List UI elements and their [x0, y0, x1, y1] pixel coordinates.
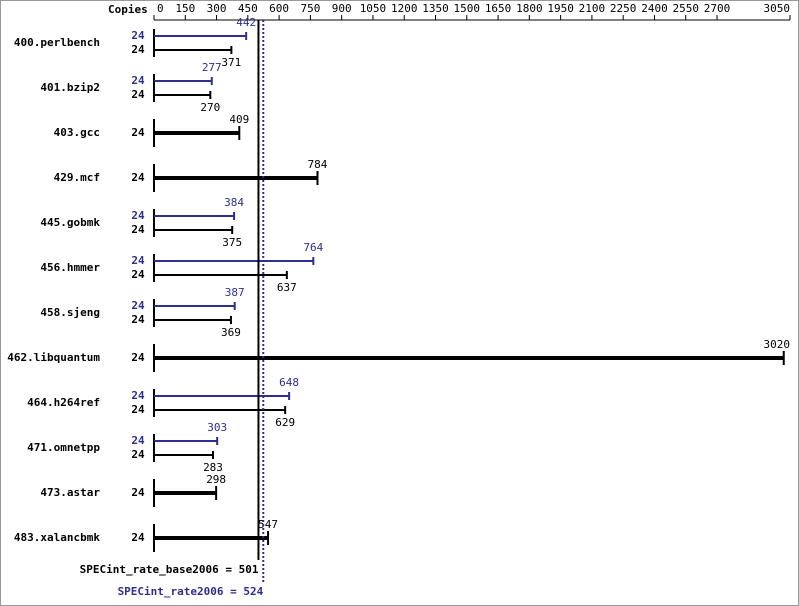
benchmark-name: 462.libquantum: [7, 351, 100, 364]
benchmark-name: 471.omnetpp: [27, 441, 100, 454]
benchmark-name: 458.sjeng: [40, 306, 100, 319]
value-label: 283: [203, 461, 223, 474]
value-label: 784: [308, 158, 328, 171]
value-label: 442: [236, 16, 256, 29]
copies: 24: [131, 254, 145, 267]
value-label: 629: [275, 416, 295, 429]
value-label: 369: [221, 326, 241, 339]
x-tick-label: 1950: [547, 2, 574, 15]
x-tick-label: 900: [332, 2, 352, 15]
x-tick-label: 1200: [391, 2, 418, 15]
x-tick-label: 1500: [454, 2, 481, 15]
value-label: 298: [206, 473, 226, 486]
value-label: 384: [224, 196, 244, 209]
copies: 24: [131, 126, 145, 139]
copies: 24: [131, 268, 145, 281]
copies: 24: [131, 299, 145, 312]
benchmark-name: 456.hmmer: [40, 261, 100, 274]
copies: 24: [131, 313, 145, 326]
benchmark-name: 473.astar: [40, 486, 100, 499]
copies: 24: [131, 531, 145, 544]
x-tick-label: 2400: [641, 2, 668, 15]
value-label: 375: [222, 236, 242, 249]
base-summary: SPECint_rate_base2006 = 501: [80, 563, 259, 576]
value-label: 270: [200, 101, 220, 114]
x-tick-label: 150: [175, 2, 195, 15]
x-tick-label: 1800: [516, 2, 543, 15]
copies: 24: [131, 171, 145, 184]
value-label: 648: [279, 376, 299, 389]
x-tick-label: 300: [207, 2, 227, 15]
copies: 24: [131, 486, 145, 499]
copies: 24: [131, 403, 145, 416]
value-label: 637: [277, 281, 297, 294]
copies: 24: [131, 448, 145, 461]
copies: 24: [131, 351, 145, 364]
copies: 24: [131, 29, 145, 42]
copies-header: Copies: [108, 3, 148, 16]
x-tick-label: 2700: [704, 2, 731, 15]
value-label: 764: [303, 241, 323, 254]
x-tick-label: 450: [238, 2, 258, 15]
benchmark-name: 401.bzip2: [40, 81, 100, 94]
value-label: 371: [221, 56, 241, 69]
benchmark-name: 400.perlbench: [14, 36, 100, 49]
value-label: 547: [258, 518, 278, 531]
copies: 24: [131, 389, 145, 402]
value-label: 277: [202, 61, 222, 74]
benchmark-name: 445.gobmk: [40, 216, 100, 229]
copies: 24: [131, 223, 145, 236]
copies: 24: [131, 43, 145, 56]
x-tick-label: 2550: [672, 2, 699, 15]
copies: 24: [131, 88, 145, 101]
value-label: 3020: [764, 338, 791, 351]
x-tick-label: 2100: [579, 2, 606, 15]
value-label: 303: [207, 421, 227, 434]
x-tick-label: 3050: [764, 2, 791, 15]
x-tick-label: 1350: [422, 2, 449, 15]
benchmark-name: 403.gcc: [54, 126, 100, 139]
benchmark-name: 429.mcf: [54, 171, 100, 184]
value-label: 409: [229, 113, 249, 126]
x-tick-label: 600: [269, 2, 289, 15]
value-label: 387: [225, 286, 245, 299]
peak-summary: SPECint_rate2006 = 524: [118, 585, 264, 598]
copies: 24: [131, 434, 145, 447]
x-tick-label: 2250: [610, 2, 637, 15]
x-tick-label: 0: [157, 2, 164, 15]
copies: 24: [131, 74, 145, 87]
copies: 24: [131, 209, 145, 222]
x-tick-label: 1650: [485, 2, 512, 15]
benchmark-name: 464.h264ref: [27, 396, 100, 409]
benchmark-name: 483.xalancbmk: [14, 531, 100, 544]
x-tick-label: 750: [300, 2, 320, 15]
x-tick-label: 1050: [360, 2, 387, 15]
